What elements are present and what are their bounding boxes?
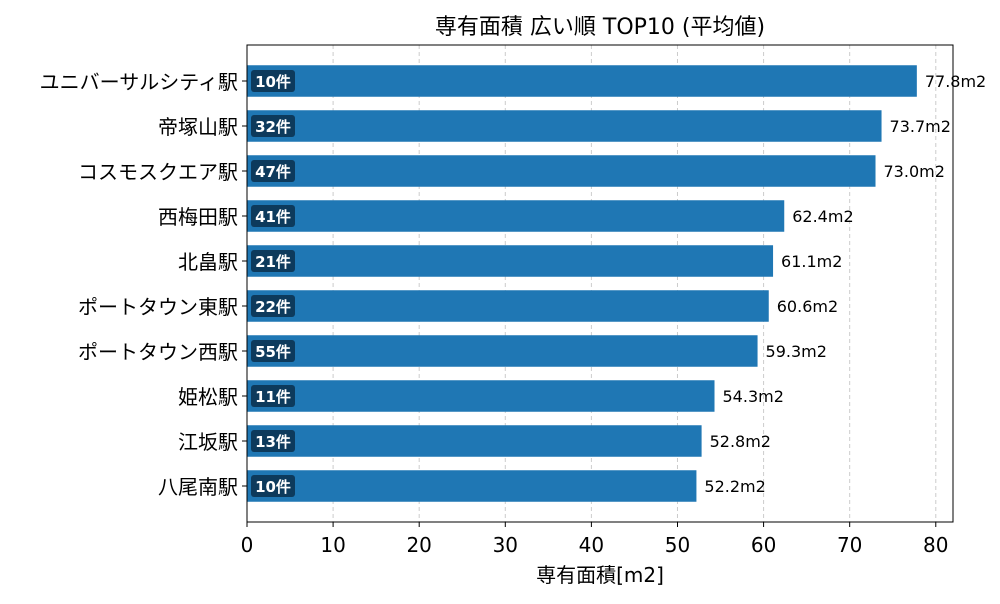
bar-layer [247,65,917,502]
chart-title: 専有面積 広い順 TOP10 (平均値) [435,15,765,40]
bar-value-label: 73.0m2 [884,162,945,181]
y-tick-label: 姫松駅 [178,385,238,409]
count-badge-label: 13件 [255,433,291,451]
x-tick-label: 20 [406,533,431,557]
axis-layer: ユニバーサルシティ駅帝塚山駅コスモスクエア駅西梅田駅北畠駅ポートタウン東駅ポート… [40,44,954,557]
y-tick-label: ポートタウン東駅 [78,295,238,319]
count-badge [251,385,295,407]
count-badge-label: 55件 [255,343,291,361]
y-tick-label: ポートタウン西駅 [78,340,238,364]
bar-value-label: 54.3m2 [723,387,784,406]
count-badge [251,430,295,452]
bar [247,155,876,187]
y-tick-label: 北畠駅 [178,250,238,274]
x-tick-label: 80 [923,533,948,557]
y-tick-label: 帝塚山駅 [158,115,238,139]
count-badge-label: 41件 [255,208,291,226]
bar [247,425,702,457]
bar-value-label: 59.3m2 [766,342,827,361]
x-tick-label: 60 [751,533,776,557]
bar [247,65,917,97]
bar-value-label: 52.8m2 [710,432,771,451]
y-tick-label: 西梅田駅 [158,205,238,229]
bar-value-label: 77.8m2 [925,72,986,91]
bar [247,335,758,367]
x-tick-label: 30 [493,533,518,557]
x-tick-label: 40 [579,533,604,557]
count-badge-label: 32件 [255,118,291,136]
bar-value-label: 73.7m2 [890,117,951,136]
y-tick-label: 江坂駅 [178,430,238,454]
count-badge [251,115,295,137]
count-badge [251,250,295,272]
count-badge [251,295,295,317]
bar-value-label: 61.1m2 [781,252,842,271]
count-badge [251,70,295,92]
bar-value-label: 60.6m2 [777,297,838,316]
count-badge [251,205,295,227]
y-tick-label: ユニバーサルシティ駅 [40,70,238,94]
bar [247,290,769,322]
x-tick-label: 50 [665,533,690,557]
count-badge [251,340,295,362]
count-badge-label: 10件 [255,478,291,496]
bar [247,470,697,502]
bar [247,245,774,277]
y-tick-label: コスモスクエア駅 [78,160,238,184]
y-tick-label: 八尾南駅 [158,475,238,499]
count-badge [251,475,295,497]
plot-frame [246,44,954,523]
bar [247,200,785,232]
count-badge-label: 22件 [255,298,291,316]
count-badge-label: 47件 [255,163,291,181]
x-tick-label: 0 [241,533,254,557]
bar-value-label: 52.2m2 [704,477,765,496]
count-badge [251,160,295,182]
count-badge-label: 11件 [255,388,291,406]
x-tick-label: 70 [837,533,862,557]
bar [247,380,715,412]
bar-value-label: 62.4m2 [792,207,853,226]
label-layer: 10件 77.8m2 32件 73.7m2 47件 73.0m2 41件 62.4m2 21件 6… [251,70,986,497]
bar [247,110,882,142]
x-axis-title: 専有面積[m2] [536,563,664,587]
count-badge-label: 10件 [255,73,291,91]
x-tick-label: 10 [320,533,345,557]
count-badge-label: 21件 [255,253,291,271]
